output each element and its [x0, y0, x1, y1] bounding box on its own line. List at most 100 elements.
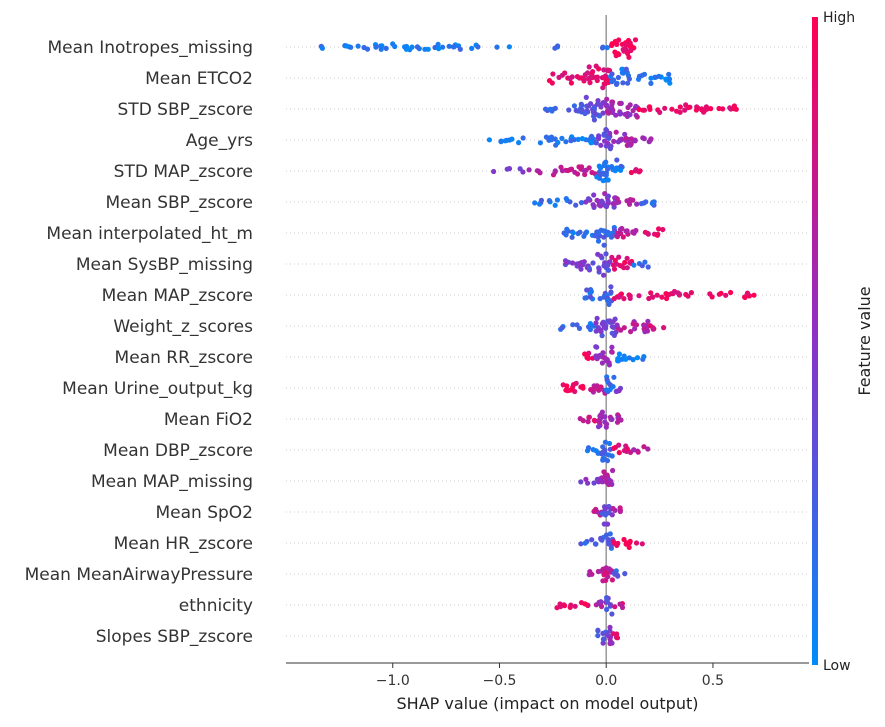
feature-row-points [532, 191, 657, 210]
shap-point [626, 544, 632, 551]
shap-point [645, 230, 651, 237]
shap-point [506, 166, 513, 172]
shap-point [666, 76, 673, 82]
shap-point [601, 67, 607, 73]
shap-point [594, 315, 600, 321]
shap-point [604, 458, 611, 464]
shap-point [593, 320, 599, 326]
colorbar-gradient [812, 17, 818, 665]
shap-point [643, 199, 649, 205]
shap-point [435, 41, 441, 47]
shap-point [585, 419, 591, 425]
shap-point [610, 505, 616, 512]
shap-point [558, 164, 564, 170]
shap-point [563, 196, 569, 202]
shap-point [599, 451, 605, 457]
shap-point [569, 234, 575, 240]
shap-point [617, 100, 623, 106]
shap-point [552, 136, 558, 142]
shap-point [567, 76, 573, 82]
shap-point [579, 102, 585, 108]
shap-point [631, 262, 637, 268]
shap-point [600, 640, 606, 646]
shap-point [572, 603, 578, 609]
shap-point [649, 294, 656, 300]
shap-point [620, 80, 626, 86]
shap-point [631, 447, 637, 453]
shap-point [608, 234, 615, 240]
shap-point [570, 322, 576, 328]
shap-point [559, 72, 566, 78]
shap-point [598, 104, 604, 110]
shap-point [586, 64, 592, 70]
shap-point [627, 293, 633, 299]
shap-point [633, 540, 640, 546]
shap-point [605, 537, 611, 543]
shap-point [611, 296, 617, 302]
shap-point [580, 418, 586, 424]
shap-point [669, 106, 675, 112]
shap-point [645, 318, 651, 324]
shap-point [553, 142, 559, 148]
shap-point [616, 442, 622, 448]
feature-label: Slopes SBP_zscore [96, 627, 253, 647]
shap-point [624, 255, 630, 261]
shap-point [588, 387, 594, 393]
shap-point [583, 230, 589, 236]
shap-point [348, 44, 354, 50]
feature-row-points [543, 94, 739, 123]
feature-row-points [491, 157, 643, 184]
shap-point [742, 294, 748, 300]
feature-row-points [560, 374, 624, 396]
shap-point [648, 80, 654, 86]
shap-point [604, 606, 610, 613]
shap-point [559, 135, 565, 141]
shap-point [676, 291, 682, 297]
feature-label: Mean SpO2 [155, 503, 253, 523]
shap-point [617, 508, 623, 515]
shap-point [586, 265, 592, 271]
shap-point [595, 98, 601, 104]
shap-point [614, 419, 621, 425]
shap-point [618, 327, 624, 333]
shap-point [552, 202, 558, 208]
feature-label: Age_yrs [186, 131, 253, 151]
feature-label: Mean SysBP_missing [76, 255, 253, 275]
shap-point [598, 142, 604, 148]
shap-point [587, 294, 594, 300]
shap-point [578, 75, 585, 81]
shap-point [617, 601, 623, 607]
shap-point [602, 81, 608, 87]
shap-point [599, 479, 606, 485]
shap-point [574, 171, 581, 177]
shap-point [609, 254, 615, 260]
shap-point [578, 200, 585, 206]
feature-label: Weight_z_scores [113, 317, 253, 337]
shap-point [628, 47, 634, 54]
shap-point [600, 578, 606, 584]
shap-point [615, 139, 621, 145]
shap-point [587, 569, 593, 575]
shap-point [707, 291, 713, 297]
shap-point [628, 329, 634, 335]
shap-point [610, 384, 616, 390]
shap-point [634, 355, 641, 361]
shap-point [716, 105, 722, 112]
feature-label: Mean RR_zscore [115, 348, 253, 368]
feature-row-points [554, 595, 626, 617]
shap-point [584, 287, 590, 293]
shap-point [570, 230, 576, 236]
shap-point [616, 450, 622, 456]
shap-point [532, 200, 538, 206]
shap-point [595, 353, 602, 359]
shap-point [469, 45, 475, 52]
shap-point [617, 262, 623, 269]
shap-point [436, 46, 442, 52]
shap-point [373, 44, 379, 50]
shap-point [582, 171, 588, 178]
shap-point [618, 163, 624, 169]
shap-point [591, 203, 597, 209]
shap-point [383, 45, 389, 52]
shap-point [627, 112, 633, 118]
shap-point [585, 196, 592, 202]
